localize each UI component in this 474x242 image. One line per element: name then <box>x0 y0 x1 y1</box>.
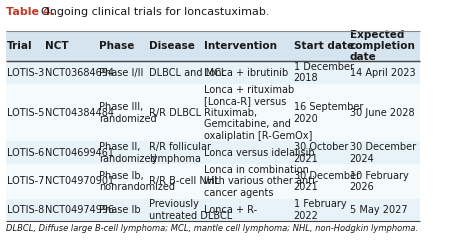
Text: R/R B-cell NHL: R/R B-cell NHL <box>149 176 219 186</box>
Bar <box>6 61 420 84</box>
Text: 1 December
2018: 1 December 2018 <box>294 62 354 83</box>
Text: LOTIS-7: LOTIS-7 <box>7 176 45 186</box>
Text: 30 December
2024: 30 December 2024 <box>350 142 416 164</box>
Bar <box>6 199 420 221</box>
Text: Phase Ib: Phase Ib <box>99 205 140 215</box>
Bar <box>6 141 420 164</box>
Text: Expected
completion
date: Expected completion date <box>350 30 416 62</box>
Text: Lonca in combination
with various other anti-
cancer agents: Lonca in combination with various other … <box>204 165 319 198</box>
Text: DLBCL, Diffuse large B-cell lymphoma; MCL, mantle cell lymphoma; NHL, non-Hodgki: DLBCL, Diffuse large B-cell lymphoma; MC… <box>6 224 418 233</box>
Bar <box>6 164 420 199</box>
Text: Disease: Disease <box>149 41 194 51</box>
Text: Phase: Phase <box>99 41 134 51</box>
Text: Start date: Start date <box>294 41 354 51</box>
Bar <box>6 31 420 61</box>
Text: Phase III,
randomized: Phase III, randomized <box>99 102 156 123</box>
Text: LOTIS-8: LOTIS-8 <box>7 205 45 215</box>
Text: 30 June 2028: 30 June 2028 <box>350 108 414 118</box>
Text: 1 February
2022: 1 February 2022 <box>294 199 346 221</box>
Text: Lonca + ibrutinib: Lonca + ibrutinib <box>204 68 288 78</box>
Text: Phase II,
randomized: Phase II, randomized <box>99 142 156 164</box>
Text: 10 February
2026: 10 February 2026 <box>350 171 409 192</box>
Text: 30 December
2021: 30 December 2021 <box>294 171 360 192</box>
Text: Phase I/II: Phase I/II <box>99 68 143 78</box>
Text: Previously
untreated DLBCL: Previously untreated DLBCL <box>149 199 232 221</box>
Text: LOTIS-3: LOTIS-3 <box>7 68 45 78</box>
Text: NCT04970901: NCT04970901 <box>45 176 114 186</box>
Text: Lonca + R-: Lonca + R- <box>204 205 257 215</box>
Text: NCT04699461: NCT04699461 <box>45 148 114 158</box>
Text: Trial: Trial <box>7 41 33 51</box>
Text: 14 April 2023: 14 April 2023 <box>350 68 415 78</box>
Text: R/R DLBCL: R/R DLBCL <box>149 108 201 118</box>
Text: Table 4.: Table 4. <box>6 7 55 17</box>
Text: 16 September
2020: 16 September 2020 <box>294 102 363 123</box>
Text: NCT04974996: NCT04974996 <box>45 205 114 215</box>
Text: LOTIS-5: LOTIS-5 <box>7 108 45 118</box>
Text: NCT03684694: NCT03684694 <box>45 68 114 78</box>
Text: 30 October
2021: 30 October 2021 <box>294 142 348 164</box>
Bar <box>6 84 420 141</box>
Text: NCT04384484: NCT04384484 <box>45 108 114 118</box>
Text: DLBCL and MCL: DLBCL and MCL <box>149 68 226 78</box>
Text: R/R follicular
lymphoma: R/R follicular lymphoma <box>149 142 210 164</box>
Text: Lonca versus idelalisib: Lonca versus idelalisib <box>204 148 315 158</box>
Text: NCT: NCT <box>45 41 69 51</box>
Text: Phase Ib,
nonrandomized: Phase Ib, nonrandomized <box>99 171 175 192</box>
Text: Intervention: Intervention <box>204 41 277 51</box>
Text: LOTIS-6: LOTIS-6 <box>7 148 45 158</box>
Text: Ongoing clinical trials for loncastuximab.: Ongoing clinical trials for loncastuxima… <box>41 7 269 17</box>
Text: Lonca + rituximab
[Lonca-R] versus
Rituximab,
Gemcitabine, and
oxaliplatin [R-Ge: Lonca + rituximab [Lonca-R] versus Ritux… <box>204 84 312 141</box>
Text: 5 May 2027: 5 May 2027 <box>350 205 407 215</box>
